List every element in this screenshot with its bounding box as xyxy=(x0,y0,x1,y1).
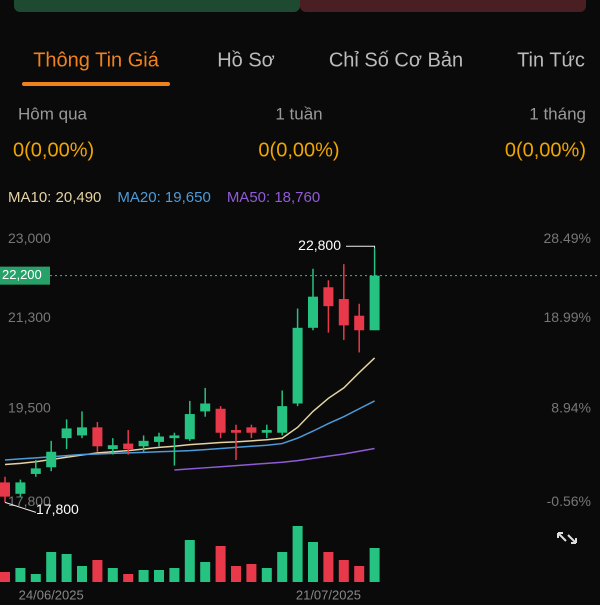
tab[interactable]: Thông Tin Giá xyxy=(33,49,160,71)
period-change: 0(0,00%) xyxy=(258,139,339,161)
low-label: 17,800 xyxy=(36,501,79,517)
volume-bar xyxy=(231,566,241,582)
ma-line xyxy=(174,447,375,471)
candle-body xyxy=(107,445,118,450)
volume-bar xyxy=(123,574,134,582)
candle-body xyxy=(215,408,226,433)
volume-bar xyxy=(154,570,164,582)
ma-line xyxy=(4,357,376,466)
candle-body xyxy=(154,436,164,442)
volume-bar xyxy=(323,552,334,582)
high-label: 22,800 xyxy=(298,237,341,253)
y2-tick-label: -0.56% xyxy=(547,493,591,509)
period-change: 0(0,00%) xyxy=(505,139,586,161)
volume-bar xyxy=(292,526,303,582)
candle-body xyxy=(308,296,318,328)
candle-body xyxy=(0,482,10,497)
volume-bar xyxy=(277,552,288,582)
candle-body xyxy=(77,427,87,436)
last-price-label: 22,200 xyxy=(2,267,42,282)
tab[interactable]: Tin Tức xyxy=(517,49,585,71)
y-tick-label: 17,800 xyxy=(8,493,51,509)
candle-body xyxy=(138,440,149,447)
candle-body xyxy=(61,428,72,439)
last-price-tag xyxy=(0,266,50,285)
low-leader xyxy=(4,501,37,513)
candle-body xyxy=(92,427,103,447)
candle-body xyxy=(338,299,349,326)
volume-bar xyxy=(308,542,318,582)
y2-tick-label: 18.99% xyxy=(544,309,591,325)
candle-body xyxy=(246,427,257,433)
legend-entry: MA20: 19,650 xyxy=(117,189,210,206)
active-tab-indicator xyxy=(22,82,170,86)
period-label: 1 tháng xyxy=(529,104,586,123)
volume-bar xyxy=(138,570,149,582)
volume-bar xyxy=(200,562,211,582)
candle-body xyxy=(261,430,272,433)
candle-body xyxy=(292,327,303,404)
volume-bar xyxy=(77,566,87,582)
legend-entry: MA10: 20,490 xyxy=(8,189,101,206)
periods: Hôm qua 0(0,00%) 1 tuần 0(0,00%) 1 tháng 0(0,… xyxy=(13,104,586,161)
candle-body xyxy=(15,482,26,494)
y-tick-label: 21,300 xyxy=(8,309,51,325)
buy-bar[interactable] xyxy=(14,0,300,12)
volume-bar xyxy=(169,568,180,582)
volume-bar xyxy=(261,568,272,582)
volume-bar xyxy=(369,548,380,582)
volume-bar xyxy=(15,568,26,582)
candle-body xyxy=(169,435,180,439)
candle-body xyxy=(30,468,41,474)
tabs: Thông Tin Giá Hồ Sơ Chỉ Số Cơ Bản Tin Tức xyxy=(33,49,585,71)
y-tick-label: 23,000 xyxy=(8,230,51,246)
volume-bar xyxy=(338,560,349,582)
x-tick-label: 21/07/2025 xyxy=(296,587,361,600)
candle-body xyxy=(323,287,334,307)
candle-body xyxy=(231,430,241,433)
volume-bar xyxy=(354,566,365,582)
expand-icon[interactable] xyxy=(557,532,577,544)
tab[interactable]: Chỉ Số Cơ Bản xyxy=(329,49,463,71)
volume-bar xyxy=(246,564,257,582)
candle-body xyxy=(46,451,57,468)
volume-bar xyxy=(215,546,226,582)
ma-line xyxy=(4,400,375,461)
chart: MA10: 20,490 MA20: 19,650 MA50: 18,760 23,0… xyxy=(0,189,600,602)
volume-bar xyxy=(61,554,72,582)
volume-bar xyxy=(0,572,10,582)
period-change: 0(0,00%) xyxy=(13,139,94,161)
candle-body xyxy=(184,414,195,440)
legend-entry: MA50: 18,760 xyxy=(227,189,320,206)
y2-tick-label: 8.94% xyxy=(551,399,591,415)
volume-bar xyxy=(30,574,41,582)
sell-bar[interactable] xyxy=(300,0,586,12)
y2-tick-label: 28.49% xyxy=(544,230,591,246)
candle-body xyxy=(369,275,380,331)
candle-body xyxy=(200,403,211,412)
candle-body xyxy=(277,406,288,433)
volume-bar xyxy=(92,560,103,582)
x-tick-label: 24/06/2025 xyxy=(19,587,84,600)
candle-body xyxy=(354,315,365,331)
volume-bar xyxy=(184,540,195,582)
period-label: Hôm qua xyxy=(18,104,88,123)
volume-bar xyxy=(46,552,57,582)
candle-body xyxy=(123,443,134,450)
high-leader xyxy=(346,245,376,249)
y-tick-label: 19,500 xyxy=(8,399,51,415)
period-label: 1 tuần xyxy=(275,104,322,123)
volume-bar xyxy=(107,568,118,582)
tab[interactable]: Hồ Sơ xyxy=(217,49,275,71)
